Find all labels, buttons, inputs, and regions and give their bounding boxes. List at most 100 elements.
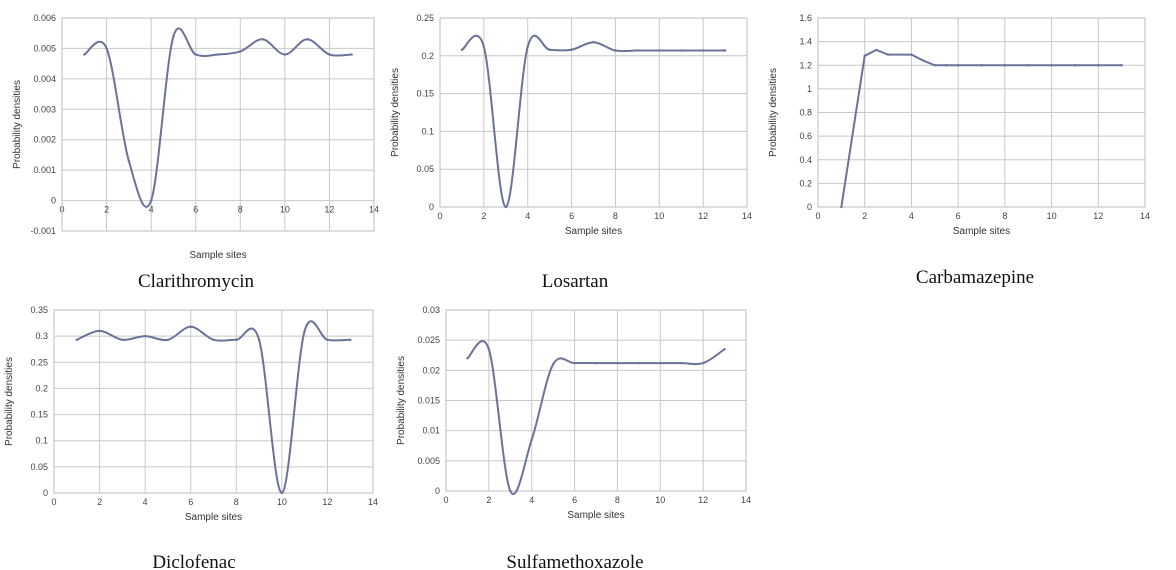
y-tick-label: 0.4 <box>799 155 812 165</box>
data-point <box>143 334 147 338</box>
x-tick-label: 6 <box>188 497 193 507</box>
y-tick-label: 0 <box>807 202 812 212</box>
data-point <box>875 48 878 52</box>
data-point <box>75 338 78 342</box>
y-tick-label: 0.005 <box>33 43 56 53</box>
data-point <box>166 338 170 342</box>
data-point <box>149 199 153 202</box>
data-point <box>194 53 197 56</box>
y-tick-label: 0.006 <box>33 13 56 23</box>
data-point <box>280 491 284 495</box>
data-point <box>945 64 948 67</box>
x-tick-label: 10 <box>655 495 665 505</box>
chart-panel-2: 0 0.05 0.1 0.15 0.2 0.25 0 2 4 6 8 10 12 14 Sample sit… <box>390 13 752 292</box>
x-tick-label: 6 <box>956 211 961 221</box>
x-axis-title: Sample sites <box>189 250 246 261</box>
data-point <box>910 53 913 56</box>
y-tick-label: 1.4 <box>799 37 812 47</box>
data-point <box>551 363 555 366</box>
y-tick-label: 0.03 <box>422 305 440 315</box>
y-tick-label: 0.05 <box>30 462 48 472</box>
chart-caption: Carbamazepine <box>916 267 1034 288</box>
data-point <box>637 361 641 365</box>
data-point <box>235 338 238 342</box>
y-tick-label: -0.001 <box>30 226 56 236</box>
data-point <box>863 54 866 57</box>
data-point <box>658 49 661 52</box>
x-tick-label: 12 <box>698 211 708 221</box>
y-axis-title: Probability densities <box>768 68 779 157</box>
y-tick-label: 0.8 <box>799 108 812 118</box>
data-point <box>723 49 727 52</box>
y-tick-label: 0.15 <box>416 89 434 99</box>
data-point <box>1003 64 1007 67</box>
data-point <box>956 64 960 67</box>
data-point <box>680 361 683 365</box>
x-tick-label: 8 <box>613 211 618 221</box>
chart-caption: Losartan <box>542 271 609 292</box>
y-tick-label: 0.25 <box>416 13 434 23</box>
y-axis-title: Probability densities <box>12 80 23 169</box>
x-axis-title: Sample sites <box>185 512 242 523</box>
series-line <box>460 34 727 208</box>
y-tick-label: 0.2 <box>799 178 812 188</box>
data-point <box>592 40 595 44</box>
x-tick-label: 10 <box>654 211 664 221</box>
y-tick-label: 0 <box>435 486 440 496</box>
y-tick-label: 0.25 <box>30 357 48 367</box>
y-tick-label: 0.15 <box>30 410 48 420</box>
x-tick-label: 6 <box>569 211 574 221</box>
x-axis-title: Sample sites <box>565 226 622 237</box>
y-tick-label: 0.025 <box>417 335 440 345</box>
chart-panel-4: 0 0.05 0.1 0.15 0.2 0.25 0.3 0.35 0 2 4 6 8 10 12 14 Sam… <box>4 305 378 570</box>
y-tick-label: 0.05 <box>416 164 434 174</box>
data-point <box>121 338 124 342</box>
data-point <box>305 38 309 41</box>
series-line <box>83 27 353 208</box>
x-tick-label: 10 <box>1047 211 1057 221</box>
x-tick-label: 2 <box>104 205 109 215</box>
data-point <box>636 49 639 52</box>
y-tick-label: 0.2 <box>421 51 434 61</box>
data-point <box>570 48 573 51</box>
y-tick-label: 1.2 <box>799 60 812 70</box>
x-tick-label: 2 <box>862 211 867 221</box>
x-tick-label: 4 <box>909 211 914 221</box>
x-tick-label: 8 <box>234 497 239 507</box>
x-tick-label: 0 <box>51 497 56 507</box>
data-point <box>1120 64 1123 67</box>
data-point <box>482 45 486 48</box>
plot-frame <box>439 17 748 208</box>
data-point <box>328 53 331 56</box>
x-tick-label: 0 <box>815 211 820 221</box>
y-tick-label: 0.01 <box>422 426 440 436</box>
data-point <box>594 361 598 365</box>
data-point <box>616 361 619 365</box>
data-point <box>723 348 726 351</box>
data-point <box>526 45 529 48</box>
data-point <box>509 489 512 493</box>
data-point <box>172 35 175 38</box>
data-point <box>105 47 108 50</box>
x-tick-label: 0 <box>443 495 448 505</box>
data-point <box>460 48 464 51</box>
data-point <box>239 50 242 53</box>
data-point <box>216 53 220 56</box>
x-tick-label: 8 <box>1002 211 1007 221</box>
data-point <box>283 53 287 56</box>
x-tick-label: 10 <box>280 205 290 215</box>
plot-frame <box>445 309 747 492</box>
y-axis-title: Probability densities <box>390 68 401 157</box>
data-point <box>189 325 192 328</box>
y-tick-label: 1.6 <box>799 13 812 23</box>
data-point <box>701 361 705 365</box>
x-tick-label: 14 <box>368 497 378 507</box>
plot-frame <box>817 17 1146 208</box>
chart-panel-3: 0 0.2 0.4 0.6 0.8 1 1.2 1.4 1.6 0 2 4 6 8 10 12 14 Sample… <box>768 13 1150 288</box>
y-axis-title: Probability densities <box>4 357 15 446</box>
x-tick-label: 14 <box>1140 211 1150 221</box>
y-tick-label: 0 <box>51 196 56 206</box>
data-point <box>350 53 353 56</box>
data-point <box>261 38 264 41</box>
